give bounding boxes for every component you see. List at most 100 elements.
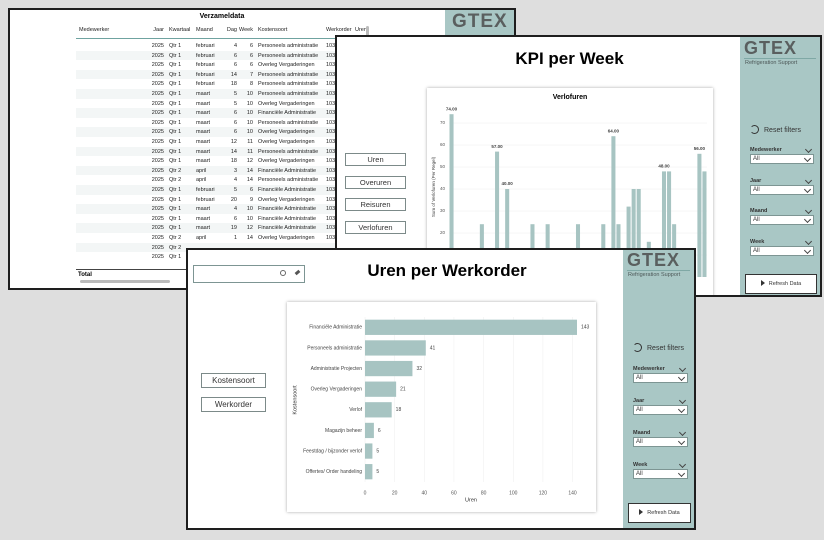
bar — [365, 443, 373, 459]
filter-dropdown[interactable]: All — [633, 437, 688, 447]
table-cell: 103 — [326, 177, 336, 184]
search-icon — [280, 270, 286, 276]
filter-dropdown[interactable]: All — [633, 469, 688, 479]
table-cell: 103 — [326, 196, 336, 203]
table-cell: 103 — [326, 215, 336, 222]
bar — [505, 189, 510, 277]
page-title: Uren per Werkorder — [367, 261, 527, 280]
dimension-button[interactable]: Kostensoort — [201, 373, 266, 388]
reset-filters[interactable]: Reset filters — [633, 343, 684, 352]
data-label: 41 — [430, 345, 436, 351]
search-box[interactable] — [193, 265, 305, 283]
dropdown-chevron — [803, 185, 812, 193]
table-cell: 103 — [326, 81, 336, 88]
metric-button[interactable]: Overuren — [345, 175, 406, 189]
table-cell: 12 — [246, 158, 253, 165]
y-tick-label: Offertes/ Order handeling — [306, 469, 363, 475]
x-axis-title: Uren — [465, 497, 477, 503]
table-cell: 103 — [326, 206, 336, 213]
table-cell: 14 — [230, 148, 237, 155]
column-header: Jaar — [153, 27, 164, 33]
filter-dropdown[interactable]: All — [633, 373, 688, 383]
metric-button[interactable]: Uren — [345, 153, 406, 166]
bar — [365, 464, 373, 480]
table-cell: Qtr 2 — [169, 167, 182, 174]
table-cell: 10 — [246, 206, 253, 213]
column-header: Kostensoort — [258, 27, 288, 33]
bar — [631, 189, 636, 277]
table-cell: 2025 — [151, 71, 164, 78]
table-cell: 14 — [246, 235, 253, 241]
dropdown-chevron — [803, 215, 812, 224]
table-cell: 103 — [326, 119, 336, 126]
refresh-button[interactable]: Refresh Data — [628, 503, 691, 523]
table-cell: 2025 — [151, 100, 164, 107]
table-cell: Qtr 1 — [169, 187, 182, 193]
bar — [365, 402, 392, 418]
table-cell: 2025 — [151, 254, 164, 261]
table-cell: Overleg Vergaderingen — [258, 100, 315, 107]
y-tick-label: Personeels administratie — [307, 345, 362, 351]
table-cell: Qtr 1 — [169, 62, 182, 69]
dimension-button[interactable]: Werkorder — [201, 397, 266, 412]
table-cell: april — [196, 167, 207, 174]
data-label: 18 — [396, 407, 402, 413]
reset-label: Reset filters — [647, 345, 684, 352]
bar — [626, 206, 631, 277]
filter-dropdown[interactable]: All — [633, 405, 688, 415]
filter-value: All — [753, 247, 760, 254]
metric-button[interactable]: Verlofuren — [345, 220, 406, 234]
refresh-button[interactable]: Refresh Data — [745, 274, 817, 294]
bar — [661, 171, 667, 277]
filter-value: All — [636, 439, 643, 445]
column-header: Werkorder — [326, 27, 352, 33]
table-cell: Qtr 1 — [169, 100, 182, 107]
table-cell: 2025 — [151, 206, 164, 213]
metric-button[interactable]: Reisuren — [345, 198, 406, 211]
reset-filters[interactable]: Reset filters — [750, 125, 801, 134]
subtitle: Refrigeration Support — [745, 60, 798, 66]
table-cell: 6 — [233, 119, 237, 126]
table-cell: 2025 — [151, 139, 164, 145]
table-cell: 14 — [246, 167, 253, 174]
table-cell: Qtr 1 — [169, 110, 182, 117]
column-header: Week — [239, 27, 253, 33]
table-cell: 2025 — [151, 119, 164, 126]
y-tick-label: Feestdag / bijzonder verlof — [303, 448, 363, 454]
row-stripe — [76, 242, 368, 253]
table-cell: 103 — [326, 71, 336, 78]
y-tick-label: 70 — [440, 120, 446, 125]
header-line — [76, 38, 368, 39]
filter-dropdown[interactable]: All — [750, 184, 814, 195]
data-label: 64.00 — [608, 128, 620, 133]
x-tick-label: 80 — [481, 490, 487, 496]
table-cell: 2025 — [151, 52, 164, 59]
table-cell: Overleg Vergaderingen — [258, 158, 315, 165]
refresh-icon — [639, 509, 644, 515]
row-stripe — [76, 108, 368, 118]
table-cell: maart — [196, 225, 211, 232]
filter-dropdown[interactable]: All — [750, 215, 814, 225]
filter-dropdown[interactable]: All — [750, 245, 814, 256]
table-cell: 103 — [326, 225, 336, 232]
row-stripe — [76, 127, 368, 137]
table-cell: 103 — [326, 91, 336, 97]
table-cell: Personeels administratie — [258, 81, 319, 88]
filter-label: Jaar — [750, 177, 762, 184]
data-label: 56.00 — [694, 146, 706, 151]
table-cell: maart — [196, 139, 211, 145]
table-cell: februari — [196, 196, 215, 203]
table-cell: 103 — [326, 43, 336, 49]
table-cell: 6 — [249, 52, 253, 59]
y-axis-title: Sum of Verlofuren (Per Regel) — [431, 156, 436, 217]
table-cell: Qtr 1 — [169, 119, 182, 126]
bar — [495, 151, 500, 277]
x-tick-label: 100 — [509, 490, 518, 496]
table-cell: Personeels administratie — [258, 71, 319, 78]
table-cell: 2025 — [151, 148, 164, 155]
table-cell: Overleg Vergaderingen — [258, 139, 315, 145]
table-cell: 2025 — [151, 244, 164, 251]
bar — [636, 189, 641, 277]
table-cell: Personeels administratie — [258, 148, 319, 155]
filter-dropdown[interactable]: All — [750, 154, 814, 164]
